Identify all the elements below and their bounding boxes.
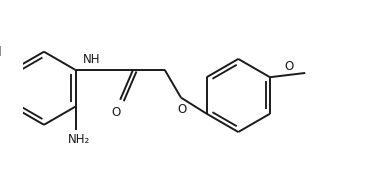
Text: NH₂: NH₂ [68, 133, 90, 146]
Text: Cl: Cl [0, 46, 2, 58]
Text: O: O [177, 103, 186, 116]
Text: NH: NH [83, 53, 100, 66]
Text: O: O [284, 60, 294, 73]
Text: O: O [111, 106, 121, 119]
